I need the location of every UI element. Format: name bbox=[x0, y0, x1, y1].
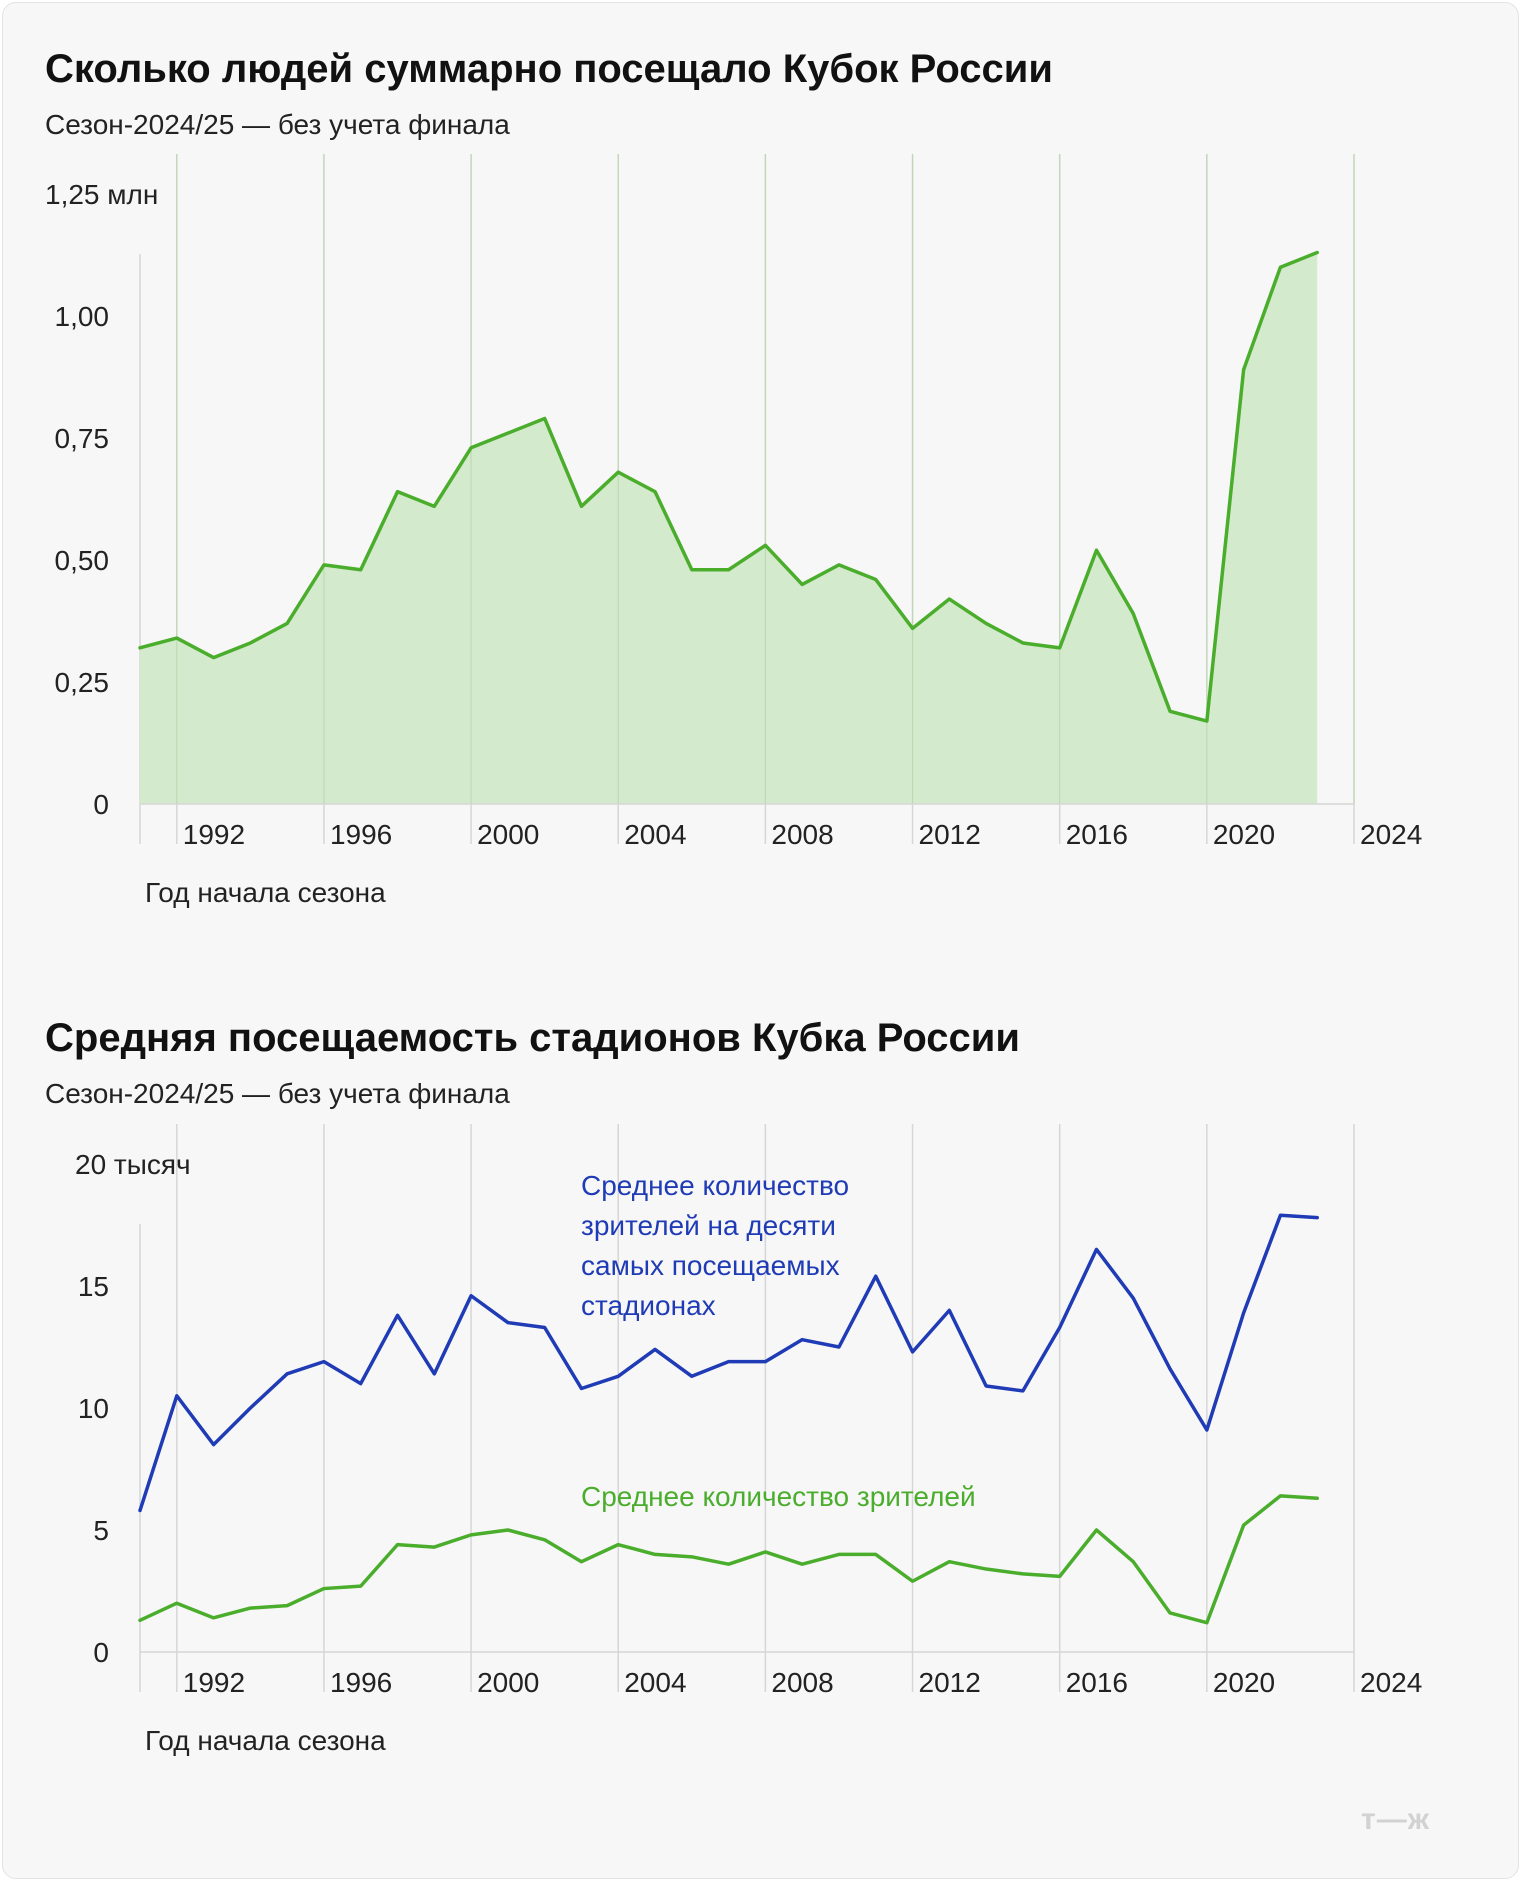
chart-2-average-attendance: 0 5 10 15 20 тысяч 1992 1996 2000 2004 2008 2012 20… bbox=[75, 1124, 1422, 1756]
chart-2-x-axis-title: Год начала сезона bbox=[145, 1725, 386, 1756]
chart-2-y-tick-label: 5 bbox=[93, 1515, 109, 1546]
chart-2-x-tick-label: 2020 bbox=[1213, 1667, 1275, 1698]
chart-1-x-tick-label: 1992 bbox=[183, 819, 245, 850]
chart-1-title: Сколько людей суммарно посещало Кубок Ро… bbox=[45, 47, 1053, 91]
chart-1-x-tick-label: 2008 bbox=[771, 819, 833, 850]
chart-2-series-1-label: Среднее количество bbox=[581, 1170, 849, 1201]
chart-1-total-attendance: 0 0,25 0,50 0,75 1,00 1,25 млн 1992 1996 2000 200… bbox=[45, 154, 1422, 908]
chart-1-y-tick-label: 0,50 bbox=[55, 545, 110, 576]
chart-2-x-tick-label: 2000 bbox=[477, 1667, 539, 1698]
chart-1-y-tick-label: 1,00 bbox=[55, 301, 110, 332]
chart-1-x-tick-label: 1996 bbox=[330, 819, 392, 850]
chart-2-y-unit-label: 20 тысяч bbox=[75, 1149, 191, 1180]
chart-2-subtitle: Сезон-2024/25 — без учета финала bbox=[45, 1078, 510, 1109]
chart-2-y-tick-label: 0 bbox=[93, 1637, 109, 1668]
chart-2-series-2-label: Среднее количество зрителей bbox=[581, 1481, 976, 1512]
chart-1-y-tick-label: 0,75 bbox=[55, 423, 110, 454]
chart-2-x-tick-label: 2012 bbox=[919, 1667, 981, 1698]
chart-2-series-2-line bbox=[138, 1494, 1319, 1625]
chart-2-title: Средняя посещаемость стадионов Кубка Рос… bbox=[45, 1016, 1020, 1060]
chart-1-area-fill bbox=[140, 252, 1318, 804]
chart-2-x-tick-label: 2016 bbox=[1066, 1667, 1128, 1698]
chart-1-x-axis-title: Год начала сезона bbox=[145, 877, 386, 908]
chart-1-subtitle: Сезон-2024/25 — без учета финала bbox=[45, 109, 510, 140]
brand-logo: т—ж bbox=[1361, 1803, 1430, 1836]
chart-2-y-tick-label: 10 bbox=[78, 1393, 109, 1424]
chart-1-x-tick-label: 2000 bbox=[477, 819, 539, 850]
chart-2-x-tick-label: 2024 bbox=[1360, 1667, 1422, 1698]
chart-1-x-tick-label: 2012 bbox=[919, 819, 981, 850]
chart-2-series-1-label: стадионах bbox=[581, 1290, 716, 1321]
chart-1-x-tick-label: 2020 bbox=[1213, 819, 1275, 850]
chart-2-series-1-label: самых посещаемых bbox=[581, 1250, 840, 1281]
chart-2-x-tick-label: 1996 bbox=[330, 1667, 392, 1698]
chart-1-x-tick-label: 2004 bbox=[624, 819, 686, 850]
chart-1-y-tick-label: 0,25 bbox=[55, 667, 110, 698]
chart-2-x-tick-label: 2004 bbox=[624, 1667, 686, 1698]
chart-2-y-tick-label: 15 bbox=[78, 1271, 109, 1302]
chart-1-x-tick-label: 2016 bbox=[1066, 819, 1128, 850]
chart-1-y-tick-label: 0 bbox=[93, 789, 109, 820]
chart-1-y-unit-label: 1,25 млн bbox=[45, 179, 158, 210]
chart-1-x-tick-label: 2024 bbox=[1360, 819, 1422, 850]
chart-2-series-1-label: зрителей на десяти bbox=[581, 1210, 836, 1241]
chart-2-x-tick-label: 1992 bbox=[183, 1667, 245, 1698]
chart-2-x-tick-label: 2008 bbox=[771, 1667, 833, 1698]
